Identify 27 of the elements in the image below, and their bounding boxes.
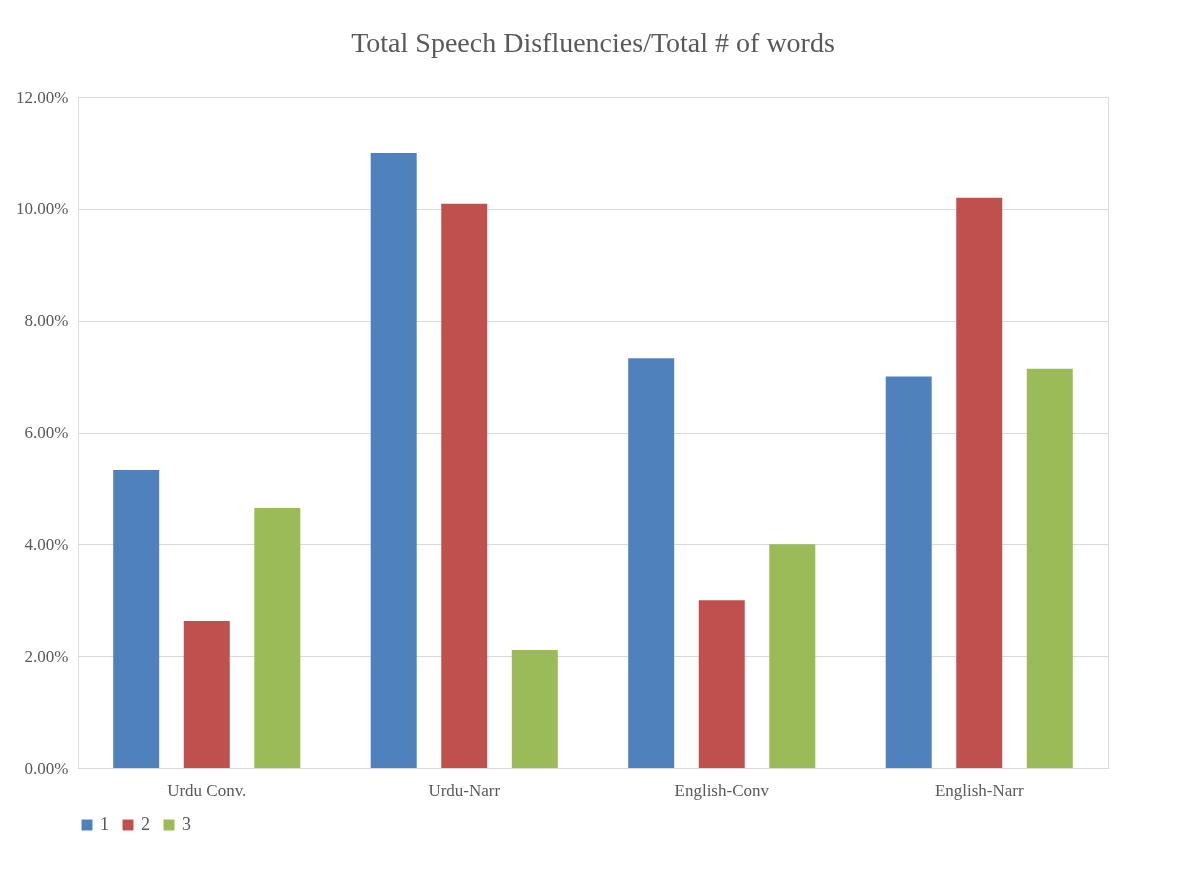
x-tick-label: English-Narr: [934, 780, 1024, 800]
legend-label: 2: [141, 814, 150, 834]
bar: [885, 376, 932, 768]
y-tick-label: 8.00%: [24, 311, 69, 331]
y-tick-label: 10.00%: [16, 199, 69, 219]
legend-label: 1: [100, 814, 109, 834]
legend-label: 3: [182, 814, 191, 834]
bar: [511, 650, 558, 768]
bar: [956, 197, 1003, 768]
x-tick-label: English-Conv: [674, 780, 770, 800]
bar: [698, 600, 745, 768]
bar: [183, 620, 230, 768]
x-tick-label: Urdu-Narr: [428, 780, 501, 800]
bar: [628, 358, 675, 768]
bar: [1026, 368, 1073, 768]
bar: [254, 507, 301, 768]
x-tick-label: Urdu Conv.: [167, 780, 247, 800]
bar: [370, 152, 417, 768]
y-tick-label: 2.00%: [24, 646, 69, 666]
bar: [769, 544, 816, 768]
y-tick-label: 4.00%: [24, 534, 69, 554]
y-tick-label: 6.00%: [24, 423, 69, 442]
y-tick-label: 0.00%: [24, 758, 69, 778]
bar: [441, 203, 488, 768]
bar: [113, 469, 160, 768]
y-tick-label: 12.00%: [16, 87, 69, 107]
chart-title: Total Speech Disfluencies/Total # of words: [351, 27, 835, 58]
